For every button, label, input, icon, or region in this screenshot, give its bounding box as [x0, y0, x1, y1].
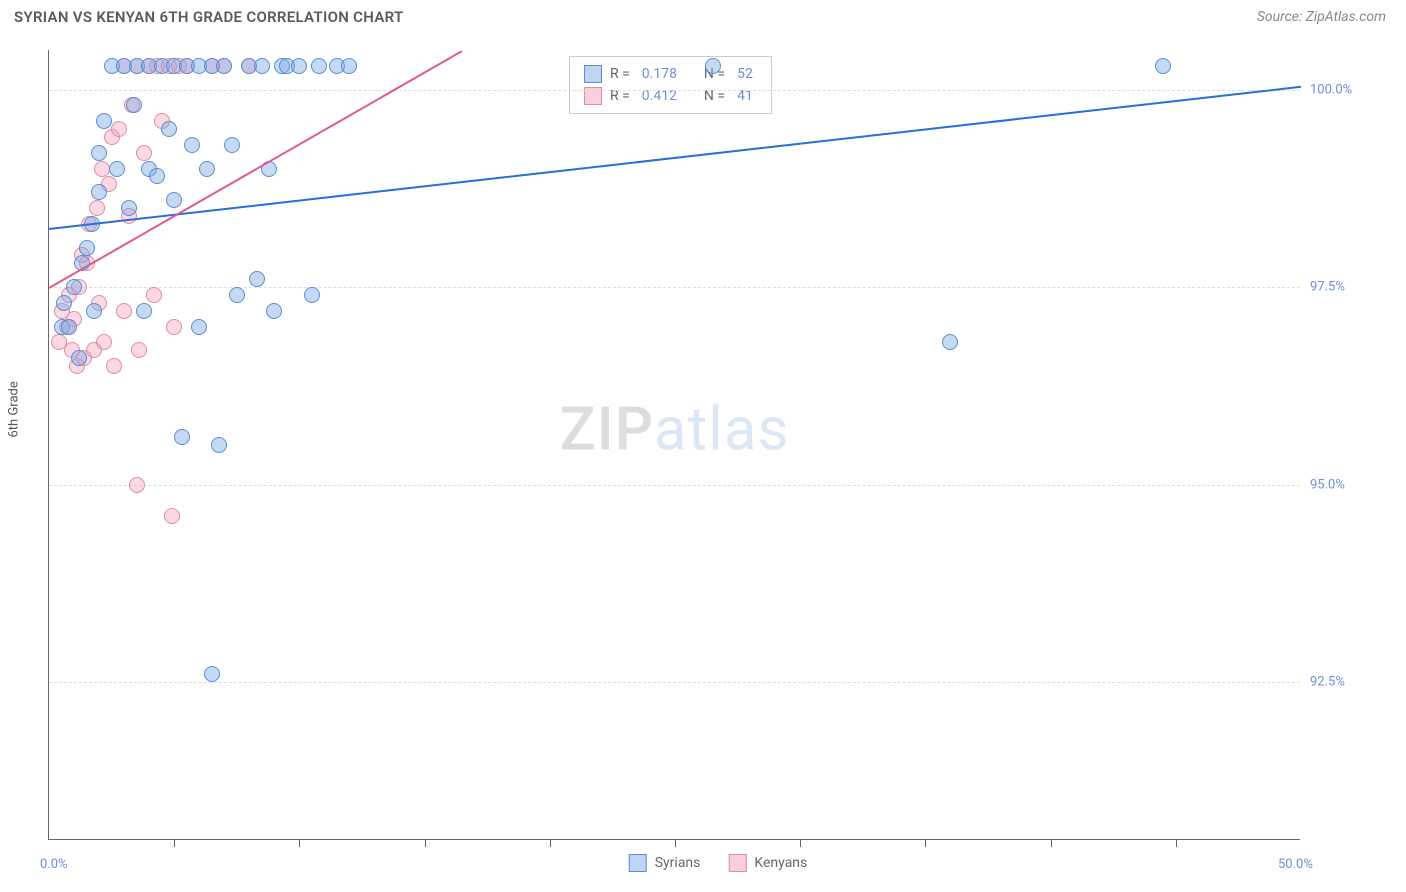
scatter-point — [229, 287, 245, 303]
y-tick-label: 95.0% — [1310, 477, 1380, 492]
y-tick-label: 92.5% — [1310, 675, 1380, 690]
x-tick — [1051, 839, 1052, 847]
gridline — [49, 485, 1300, 486]
scatter-point — [121, 200, 137, 216]
chart-title: SYRIAN VS KENYAN 6TH GRADE CORRELATION C… — [14, 8, 404, 26]
plot-area: ZIPatlas R = 0.178 N = 52 R = 0.412 N = … — [48, 50, 1300, 840]
scatter-point — [216, 58, 232, 74]
scatter-point — [146, 287, 162, 303]
scatter-point — [254, 58, 270, 74]
scatter-point — [211, 437, 227, 453]
x-tick — [800, 839, 801, 847]
scatter-point — [89, 200, 105, 216]
watermark-zip: ZIP — [560, 393, 654, 464]
scatter-point — [942, 334, 958, 350]
x-tick-label-min: 0.0% — [40, 857, 68, 872]
correlation-row-syrians: R = 0.178 N = 52 — [584, 63, 757, 85]
scatter-point — [149, 168, 165, 184]
scatter-point — [341, 58, 357, 74]
scatter-point — [106, 358, 122, 374]
scatter-point — [136, 303, 152, 319]
scatter-point — [96, 334, 112, 350]
scatter-point — [249, 271, 265, 287]
y-tick-label: 100.0% — [1310, 82, 1380, 97]
y-axis-label: 6th Grade — [7, 381, 22, 437]
x-tick — [925, 839, 926, 847]
scatter-point — [116, 303, 132, 319]
scatter-point — [79, 240, 95, 256]
x-tick — [1176, 839, 1177, 847]
scatter-point — [91, 145, 107, 161]
legend-item-kenyans: Kenyans — [728, 854, 807, 872]
scatter-point — [136, 145, 152, 161]
scatter-point — [94, 161, 110, 177]
scatter-point — [199, 161, 215, 177]
scatter-point — [164, 508, 180, 524]
x-tick — [299, 839, 300, 847]
scatter-point — [129, 477, 145, 493]
scatter-point — [131, 342, 147, 358]
gridline — [49, 682, 1300, 683]
scatter-point — [191, 319, 207, 335]
scatter-point — [61, 319, 77, 335]
x-tick — [174, 839, 175, 847]
chart-header: SYRIAN VS KENYAN 6TH GRADE CORRELATION C… — [0, 0, 1406, 34]
n-value-syrians: 52 — [737, 66, 753, 82]
r-label: R = — [610, 66, 630, 82]
scatter-point — [71, 350, 87, 366]
legend-label-syrians: Syrians — [655, 855, 701, 871]
x-tick-label-max: 50.0% — [1278, 857, 1313, 872]
watermark: ZIPatlas — [560, 393, 790, 464]
scatter-point — [66, 279, 82, 295]
swatch-blue-icon — [629, 854, 647, 872]
legend-label-kenyans: Kenyans — [754, 855, 807, 871]
scatter-point — [291, 58, 307, 74]
scatter-point — [56, 295, 72, 311]
watermark-atlas: atlas — [654, 393, 789, 464]
scatter-point — [311, 58, 327, 74]
scatter-point — [91, 184, 107, 200]
scatter-point — [86, 303, 102, 319]
scatter-point — [166, 319, 182, 335]
scatter-point — [109, 161, 125, 177]
y-tick-label: 97.5% — [1310, 280, 1380, 295]
footer-legend: Syrians Kenyans — [629, 854, 808, 872]
scatter-point — [174, 429, 190, 445]
scatter-point — [266, 303, 282, 319]
swatch-blue-icon — [584, 65, 602, 83]
scatter-point — [96, 113, 112, 129]
scatter-point — [184, 137, 200, 153]
correlation-row-kenyans: R = 0.412 N = 41 — [584, 85, 757, 107]
scatter-point — [111, 121, 127, 137]
scatter-point — [204, 666, 220, 682]
scatter-point — [126, 97, 142, 113]
scatter-point — [705, 58, 721, 74]
x-tick — [550, 839, 551, 847]
source-label: Source: ZipAtlas.com — [1257, 9, 1386, 25]
chart-container: ZIPatlas R = 0.178 N = 52 R = 0.412 N = … — [48, 50, 1388, 840]
scatter-point — [1155, 58, 1171, 74]
r-value-syrians: 0.178 — [642, 66, 677, 82]
scatter-point — [224, 137, 240, 153]
x-tick — [675, 839, 676, 847]
correlation-legend: R = 0.178 N = 52 R = 0.412 N = 41 — [569, 56, 772, 114]
gridline — [49, 90, 1300, 91]
legend-item-syrians: Syrians — [629, 854, 701, 872]
swatch-pink-icon — [728, 854, 746, 872]
scatter-point — [161, 121, 177, 137]
x-tick — [425, 839, 426, 847]
scatter-point — [166, 192, 182, 208]
scatter-point — [304, 287, 320, 303]
